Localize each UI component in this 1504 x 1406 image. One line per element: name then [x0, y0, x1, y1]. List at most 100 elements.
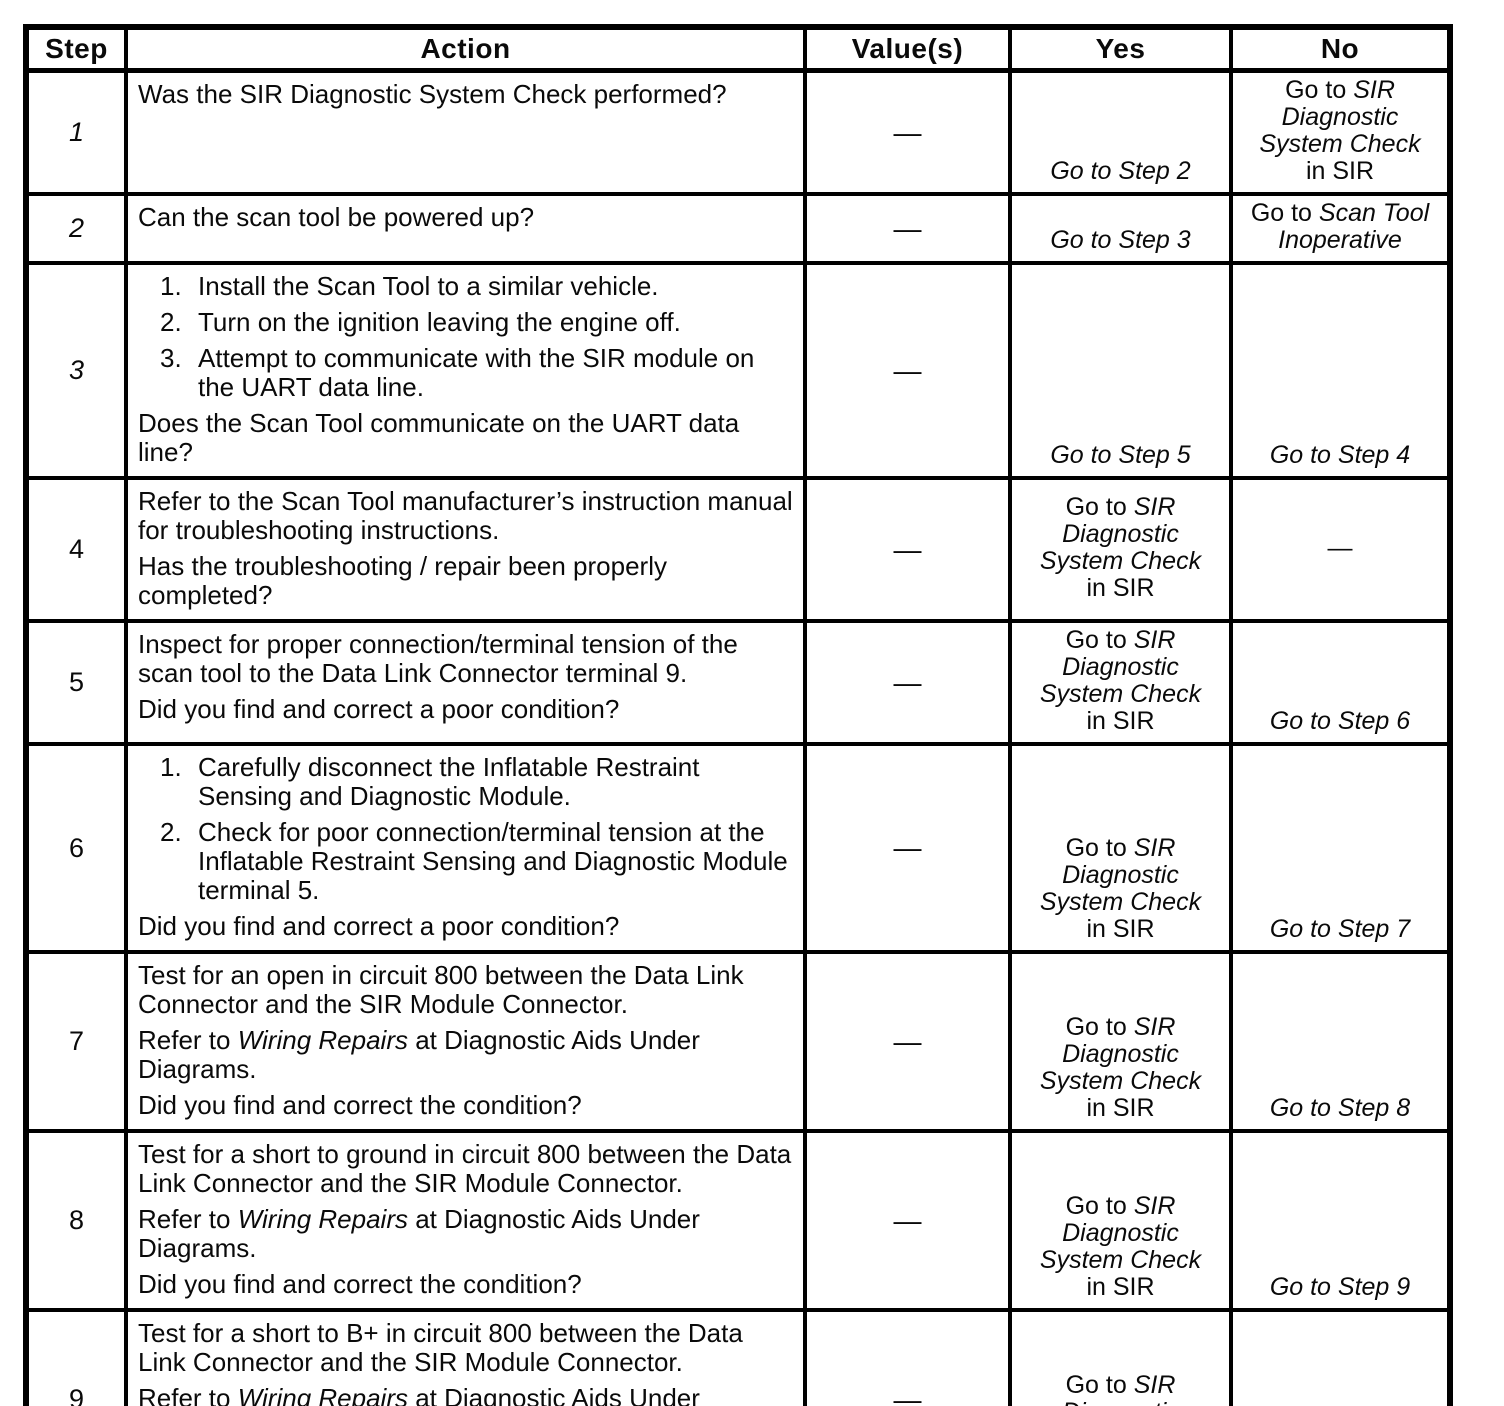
no-cell-line: in SIR	[1305, 157, 1375, 185]
yes-cell: Go to Step 2	[1008, 68, 1233, 196]
yes-cell-line: Diagnostic	[1062, 1219, 1179, 1247]
action-paragraph: Did you find and correct the condition?	[138, 1269, 582, 1299]
list-item-text: Turn on the ignition leaving the engine …	[198, 307, 681, 337]
no-cell-line: Go to SIR	[1285, 76, 1395, 104]
action-cell: Test for a short to ground in circuit 80…	[124, 1129, 807, 1312]
table-row: 5 Inspect for proper connection/terminal …	[24, 619, 1452, 746]
list-item-number: 1.	[160, 752, 182, 782]
no-cell-line: Go to Step 4	[1269, 441, 1411, 469]
step-cell: 5	[24, 619, 128, 746]
no-cell-line: Go to Step 6	[1269, 707, 1411, 735]
action-paragraph: Inspect for proper connection/terminal t…	[138, 629, 738, 688]
diagnostic-table: Step Action Value(s) Yes No 1 Was the SIR…	[23, 24, 1453, 1406]
list-item-number: 2.	[160, 817, 182, 847]
step-cell: 3	[24, 261, 128, 480]
yes-cell-line: Go to Step 2	[1050, 157, 1191, 185]
yes-cell-line: in SIR	[1086, 1094, 1155, 1122]
list-item-text: Install the Scan Tool to a similar vehic…	[198, 271, 659, 301]
no-cell-line: Diagnostic	[1281, 103, 1399, 131]
yes-cell-line: Go to SIR	[1065, 834, 1176, 862]
list-item-number: 3.	[160, 343, 182, 373]
step-cell: 8	[24, 1129, 128, 1312]
action-cell: 1. Install the Scan Tool to a similar veh…	[124, 261, 807, 480]
no-cell-line: Go to Step 9	[1269, 1273, 1411, 1301]
action-paragraph: Test for a short to ground in circuit 80…	[138, 1139, 792, 1198]
step-cell: 2	[24, 192, 128, 265]
action-paragraph: Can the scan tool be powered up?	[138, 202, 535, 232]
value-cell: —	[803, 1308, 1012, 1406]
action-cell: 1. Carefully disconnect the Inflatable Re…	[124, 742, 807, 954]
yes-cell-line: System Check	[1039, 1067, 1202, 1095]
action-cell: Test for a short to B+ in circuit 800 be…	[124, 1308, 807, 1406]
step-cell: 9	[24, 1308, 128, 1406]
table-row: 7 Test for an open in circuit 800 between…	[24, 950, 1452, 1133]
table-row: 8 Test for a short to ground in circuit 8…	[24, 1129, 1452, 1312]
col-header-values: Value(s)	[803, 25, 1012, 73]
yes-cell-line: Diagnostic	[1062, 520, 1179, 548]
no-cell: Go to Scan Tool Inoperative	[1229, 192, 1452, 265]
step-cell: 6	[24, 742, 128, 954]
yes-cell-line: Go to SIR	[1065, 493, 1176, 521]
action-paragraph: Was the SIR Diagnostic System Check perf…	[138, 79, 727, 109]
action-paragraph: Has the troubleshooting / repair been pr…	[138, 551, 667, 610]
no-cell: Go to Step 8	[1229, 950, 1452, 1133]
yes-cell-line: Go to Step 5	[1050, 441, 1191, 469]
action-paragraph: Refer to Wiring Repairs at Diagnostic Ai…	[138, 1204, 700, 1263]
no-cell-line: Go to Step 8	[1269, 1094, 1411, 1122]
no-cell-line: —	[1327, 533, 1353, 562]
yes-cell-line: System Check	[1039, 888, 1202, 916]
step-cell: 4	[24, 476, 128, 623]
yes-cell-line: Diagnostic	[1062, 1040, 1179, 1068]
action-cell: Was the SIR Diagnostic System Check perf…	[124, 68, 807, 196]
step-cell: 7	[24, 950, 128, 1133]
no-cell: Go to Step 7	[1229, 742, 1452, 954]
yes-cell: Go to Step 5	[1008, 261, 1233, 480]
list-item-text: Check for poor connection/terminal tensi…	[198, 817, 788, 905]
list-item-text: Carefully disconnect the Inflatable Rest…	[198, 752, 700, 811]
action-paragraph: Test for an open in circuit 800 between …	[138, 960, 744, 1019]
value-cell: —	[803, 476, 1012, 623]
table-row: 9 Test for a short to B+ in circuit 800 b…	[24, 1308, 1452, 1406]
no-cell: Go to Step 10	[1229, 1308, 1452, 1406]
action-cell: Can the scan tool be powered up?	[124, 192, 807, 265]
table-header: Step Action Value(s) Yes No	[24, 25, 1452, 73]
yes-cell-line: Diagnostic	[1062, 861, 1179, 889]
table-row: 6 1. Carefully disconnect the Inflatable R…	[24, 742, 1452, 954]
action-paragraph: Refer to Wiring Repairs at Diagnostic Ai…	[138, 1383, 700, 1406]
yes-cell-line: in SIR	[1086, 574, 1155, 602]
value-cell: —	[803, 742, 1012, 954]
step-cell: 1	[24, 68, 128, 196]
action-paragraph: Does the Scan Tool communicate on the UA…	[138, 408, 740, 467]
yes-cell-line: System Check	[1039, 547, 1202, 575]
list-item-number: 1.	[160, 271, 182, 301]
no-cell-line: Go to Scan Tool	[1250, 199, 1430, 227]
action-paragraph: Refer to the Scan Tool manufacturer’s in…	[138, 486, 793, 545]
no-cell: Go to Step 9	[1229, 1129, 1452, 1312]
table-row: 1 Was the SIR Diagnostic System Check per…	[24, 68, 1452, 196]
value-cell: —	[803, 192, 1012, 265]
no-cell: Go to Step 6	[1229, 619, 1452, 746]
yes-cell-line: Go to Step 3	[1050, 226, 1191, 254]
yes-cell-line: in SIR	[1086, 707, 1155, 735]
action-paragraph: Did you find and correct a poor conditio…	[138, 694, 620, 724]
value-cell: —	[803, 950, 1012, 1133]
action-cell: Inspect for proper connection/terminal t…	[124, 619, 807, 746]
action-list-item: 3. Attempt to communicate with the SIR mo…	[160, 344, 797, 402]
col-header-step: Step	[24, 25, 128, 73]
list-item-text: Attempt to communicate with the SIR modu…	[198, 343, 755, 402]
no-cell-line: Inoperative	[1278, 226, 1402, 254]
action-cell: Test for an open in circuit 800 between …	[124, 950, 807, 1133]
yes-cell-line: Diagnostic	[1062, 653, 1179, 681]
header-row: Step Action Value(s) Yes No	[24, 25, 1452, 73]
action-cell: Refer to the Scan Tool manufacturer’s in…	[124, 476, 807, 623]
col-header-no: No	[1229, 25, 1452, 73]
table-body: 1 Was the SIR Diagnostic System Check per…	[24, 68, 1452, 1406]
value-cell: —	[803, 68, 1012, 196]
